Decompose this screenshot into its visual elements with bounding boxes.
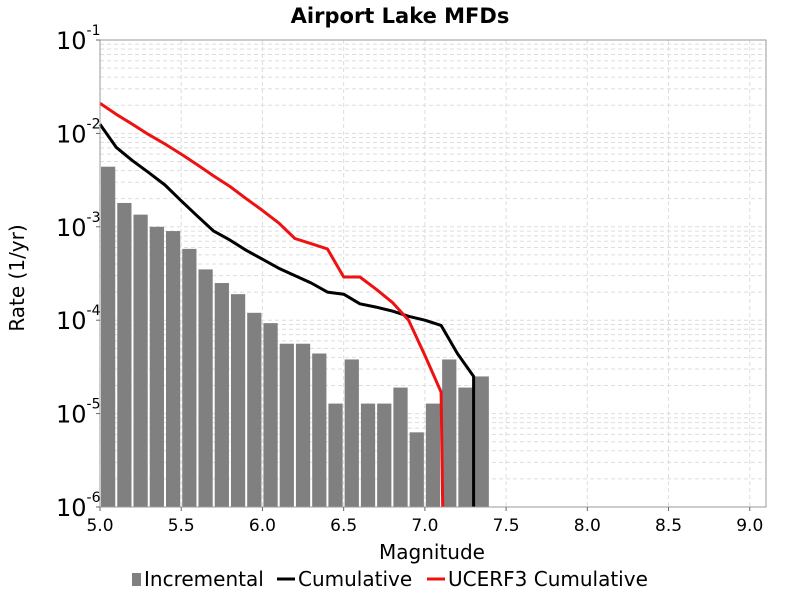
- incremental-bar: [214, 283, 229, 507]
- incremental-bars: [101, 166, 489, 508]
- legend-label-incremental: Incremental: [144, 567, 264, 591]
- incremental-bar: [101, 166, 116, 507]
- incremental-bar: [377, 403, 392, 507]
- x-tick-label: 9.0: [736, 516, 763, 536]
- y-tick-exponent: -6: [87, 490, 101, 506]
- y-tick-exponent: -4: [87, 303, 101, 319]
- x-tick-label: 8.0: [574, 516, 601, 536]
- incremental-bar: [198, 269, 213, 507]
- incremental-bar: [425, 403, 441, 507]
- incremental-bar: [360, 403, 376, 507]
- x-tick-label: 5.5: [168, 516, 195, 536]
- incremental-bar: [279, 343, 294, 507]
- incremental-bar: [165, 231, 181, 508]
- incremental-bar: [295, 343, 311, 507]
- x-tick-label: 8.5: [655, 516, 682, 536]
- incremental-bar: [247, 312, 262, 507]
- cumulative-lines: [98, 102, 476, 508]
- x-axis-ticks: 5.0 5.5 6.0 6.5 7.0 7.5 8.0 8.5 9.0: [86, 507, 763, 536]
- incremental-bar: [312, 353, 327, 507]
- incremental-bar: [133, 214, 148, 507]
- y-tick-exponent: -1: [87, 23, 101, 39]
- y-tick-exponent: -5: [87, 397, 101, 413]
- cumulative-line: [98, 123, 476, 507]
- incremental-bar: [409, 432, 424, 507]
- y-tick-label: 10-2: [56, 116, 101, 148]
- y-tick-label: 10-4: [56, 303, 101, 335]
- legend: Incremental Cumulative UCERF3 Cumulative: [132, 567, 648, 591]
- ucerf3-cumulative-line: [99, 102, 445, 508]
- incremental-bar: [117, 202, 132, 507]
- x-tick-label: 5.0: [86, 516, 113, 536]
- x-tick-label: 7.5: [493, 516, 520, 536]
- legend-swatch-incremental: [132, 573, 141, 586]
- incremental-bar: [328, 403, 343, 507]
- x-tick-label: 7.0: [411, 516, 438, 536]
- incremental-bar: [230, 294, 246, 507]
- incremental-bar: [344, 359, 359, 507]
- x-tick-label: 6.5: [330, 516, 357, 536]
- y-tick-exponent: -3: [87, 210, 101, 226]
- plot-frame: [99, 39, 767, 508]
- incremental-bar: [442, 359, 457, 507]
- incremental-bar: [458, 387, 473, 507]
- y-tick-label: 10-1: [56, 23, 101, 55]
- incremental-bar: [474, 376, 489, 507]
- chart-title: Airport Lake MFDs: [291, 4, 510, 28]
- y-axis-label: Rate (1/yr): [5, 224, 29, 331]
- incremental-bar: [149, 226, 164, 508]
- incremental-bar: [263, 323, 278, 507]
- legend-label-ucerf3-cumulative: UCERF3 Cumulative: [448, 567, 648, 591]
- y-axis-ticks: 10-110-210-310-410-510-6: [56, 23, 101, 522]
- y-tick-label: 10-3: [56, 210, 101, 242]
- incremental-bar: [182, 248, 197, 508]
- x-axis-label: Magnitude: [379, 540, 485, 564]
- incremental-bar: [393, 387, 408, 507]
- legend-label-cumulative: Cumulative: [298, 567, 412, 591]
- x-tick-label: 6.0: [249, 516, 276, 536]
- y-tick-exponent: -2: [87, 116, 101, 132]
- y-tick-label: 10-5: [56, 397, 101, 429]
